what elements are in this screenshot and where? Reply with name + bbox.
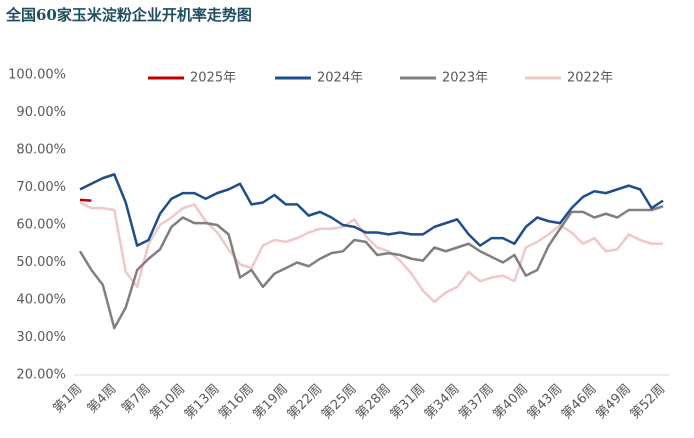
x-tick-label: 第19周 (250, 382, 291, 423)
legend-label: 2024年 (317, 71, 363, 86)
legend-label: 2023年 (442, 71, 488, 86)
y-tick-label: 50.00% (16, 255, 66, 270)
y-tick-label: 30.00% (16, 330, 66, 345)
y-tick-label: 40.00% (16, 293, 66, 308)
x-tick-label: 第46周 (559, 382, 600, 423)
line-series (79, 173, 664, 247)
line-series (78, 205, 664, 330)
line-series (79, 201, 663, 304)
line-series (79, 198, 92, 202)
x-tick-label: 第1周 (50, 382, 85, 417)
y-tick-label: 70.00% (16, 180, 66, 195)
x-tick-label: 第13周 (182, 382, 223, 423)
x-tick-label: 第43周 (525, 382, 566, 423)
x-tick-label: 第28周 (353, 382, 394, 423)
x-tick-label: 第22周 (285, 382, 326, 423)
x-tick-label: 第25周 (319, 382, 360, 423)
x-tick-label: 第10周 (147, 382, 188, 423)
chart-title: 全国60家玉米淀粉企业开机率走势图 (5, 6, 252, 24)
y-tick-label: 90.00% (16, 105, 66, 120)
legend-label: 2022年 (567, 71, 613, 86)
x-tick-label: 第34周 (422, 382, 463, 423)
x-tick-label: 第40周 (490, 382, 531, 423)
y-tick-label: 20.00% (16, 368, 66, 383)
x-tick-label: 第4周 (85, 382, 120, 417)
legend-label: 2025年 (190, 71, 236, 86)
x-tick-label: 第49周 (593, 382, 634, 423)
y-tick-label: 60.00% (16, 218, 66, 233)
x-tick-label: 第52周 (628, 382, 669, 423)
x-tick-label: 第31周 (388, 382, 429, 423)
x-tick-label: 第16周 (216, 382, 257, 423)
x-tick-label: 第37周 (456, 382, 497, 423)
y-tick-label: 80.00% (16, 143, 66, 158)
y-tick-label: 100.00% (8, 68, 66, 83)
